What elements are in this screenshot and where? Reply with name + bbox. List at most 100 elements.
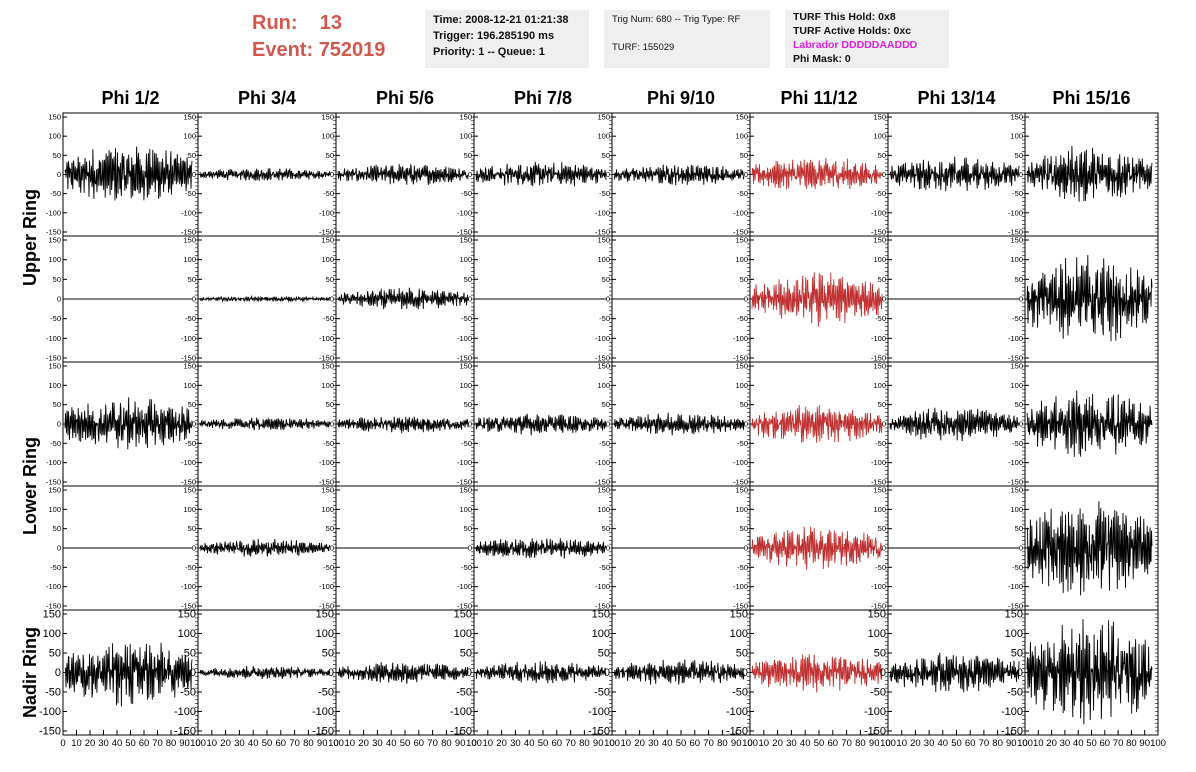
y-tick-label: -50: [1012, 314, 1023, 323]
waveform-trace: [475, 538, 607, 559]
x-tick-label: 50: [125, 738, 136, 749]
x-tick-label: 0: [1022, 738, 1027, 749]
y-tick-label: -50: [323, 189, 334, 198]
y-tick-label: 0: [744, 544, 748, 553]
y-tick-label: -150: [595, 602, 610, 611]
y-tick-label: -50: [599, 189, 610, 198]
run-value: 13: [319, 12, 343, 34]
column-header: Phi 15/16: [1052, 88, 1130, 108]
x-tick-label: 80: [579, 738, 590, 749]
ring-label: Upper Ring: [20, 189, 40, 286]
y-tick-label: 0: [330, 170, 334, 179]
y-tick-label: -150: [733, 228, 748, 237]
waveform-trace: [751, 654, 883, 693]
turf-this-hold-text: TURF This Hold: 0x8: [793, 11, 896, 23]
y-tick-label: 150: [459, 362, 472, 371]
column-header: Phi 5/6: [376, 88, 434, 108]
y-tick-label: -150: [595, 478, 610, 487]
y-tick-label: 0: [744, 170, 748, 179]
column-header: Phi 13/14: [917, 88, 995, 108]
x-tick-label: 30: [786, 738, 797, 749]
waveform-trace: [337, 416, 469, 434]
x-tick-label: 100: [880, 738, 896, 749]
x-tick-label: 40: [938, 738, 949, 749]
column-header: Phi 7/8: [514, 88, 572, 108]
waveform-trace: [337, 662, 469, 684]
y-tick-label: 150: [1010, 113, 1023, 122]
y-tick-label: 50: [878, 151, 886, 160]
run-label: Run:: [252, 12, 298, 34]
y-tick-label: 100: [48, 132, 61, 141]
y-tick-label: -100: [46, 208, 61, 217]
event-row: Event: 752019: [252, 37, 385, 64]
column-header: Phi 1/2: [101, 88, 159, 108]
y-tick-label: 50: [464, 151, 472, 160]
y-tick-label: 0: [466, 667, 472, 679]
y-tick-label: -100: [595, 208, 610, 217]
x-tick-label: 20: [496, 738, 507, 749]
y-tick-label: 100: [459, 505, 472, 514]
x-tick-label: 0: [333, 738, 338, 749]
x-tick-label: 40: [248, 738, 259, 749]
y-tick-label: -50: [323, 439, 334, 448]
y-tick-label: 100: [183, 505, 196, 514]
y-tick-label: 150: [178, 609, 196, 621]
waveform-trace: [1026, 390, 1153, 457]
waveform-trace: [64, 642, 193, 707]
y-tick-label: -100: [595, 458, 610, 467]
y-tick-label: 100: [48, 505, 61, 514]
x-tick-label: 40: [386, 738, 397, 749]
y-tick-label: -100: [457, 582, 472, 591]
waveform-trace: [889, 407, 1020, 442]
x-tick-label: 60: [965, 738, 976, 749]
x-tick-label: 40: [662, 738, 673, 749]
y-tick-label: 100: [597, 132, 610, 141]
y-tick-label: 100: [735, 132, 748, 141]
y-tick-label: 50: [1015, 275, 1023, 284]
y-tick-label: -100: [595, 334, 610, 343]
run-row: Run: 13: [252, 10, 385, 37]
y-tick-label: 0: [192, 420, 196, 429]
y-tick-label: -50: [185, 563, 196, 572]
y-tick-label: -50: [50, 563, 61, 572]
x-tick-label: 90: [1139, 738, 1150, 749]
y-tick-label: 150: [454, 609, 472, 621]
event-label: Event:: [252, 39, 314, 61]
y-tick-label: 50: [598, 648, 610, 660]
y-tick-label: 150: [48, 486, 61, 495]
x-tick-label: 70: [289, 738, 300, 749]
y-tick-label: 100: [321, 505, 334, 514]
y-tick-label: -150: [46, 354, 61, 363]
y-tick-label: -50: [1012, 563, 1023, 572]
y-tick-label: -100: [450, 706, 472, 718]
y-tick-label: -100: [733, 208, 748, 217]
x-tick-label: 100: [604, 738, 620, 749]
y-tick-label: 50: [736, 648, 748, 660]
y-tick-label: 150: [592, 609, 610, 621]
x-tick-label: 30: [98, 738, 109, 749]
y-tick-label: -100: [733, 458, 748, 467]
y-tick-label: 50: [464, 275, 472, 284]
y-tick-label: -50: [50, 314, 61, 323]
x-tick-label: 30: [924, 738, 935, 749]
y-tick-label: -50: [45, 687, 61, 699]
y-tick-label: 0: [1017, 667, 1023, 679]
x-tick-label: 80: [992, 738, 1003, 749]
y-tick-label: 100: [321, 255, 334, 264]
y-tick-label: -50: [180, 687, 196, 699]
y-tick-label: 150: [597, 362, 610, 371]
y-tick-label: 150: [1010, 236, 1023, 245]
y-tick-label: 100: [321, 381, 334, 390]
y-tick-label: 50: [53, 151, 61, 160]
y-tick-label: -150: [733, 602, 748, 611]
y-tick-label: 150: [459, 236, 472, 245]
y-tick-label: -150: [457, 354, 472, 363]
y-tick-label: 100: [1010, 505, 1023, 514]
y-tick-label: -150: [1008, 354, 1023, 363]
y-tick-label: 50: [53, 275, 61, 284]
x-tick-label: 50: [262, 738, 273, 749]
x-tick-label: 70: [1113, 738, 1124, 749]
x-tick-label: 80: [855, 738, 866, 749]
y-tick-label: -100: [871, 334, 886, 343]
y-tick-label: -150: [181, 354, 196, 363]
